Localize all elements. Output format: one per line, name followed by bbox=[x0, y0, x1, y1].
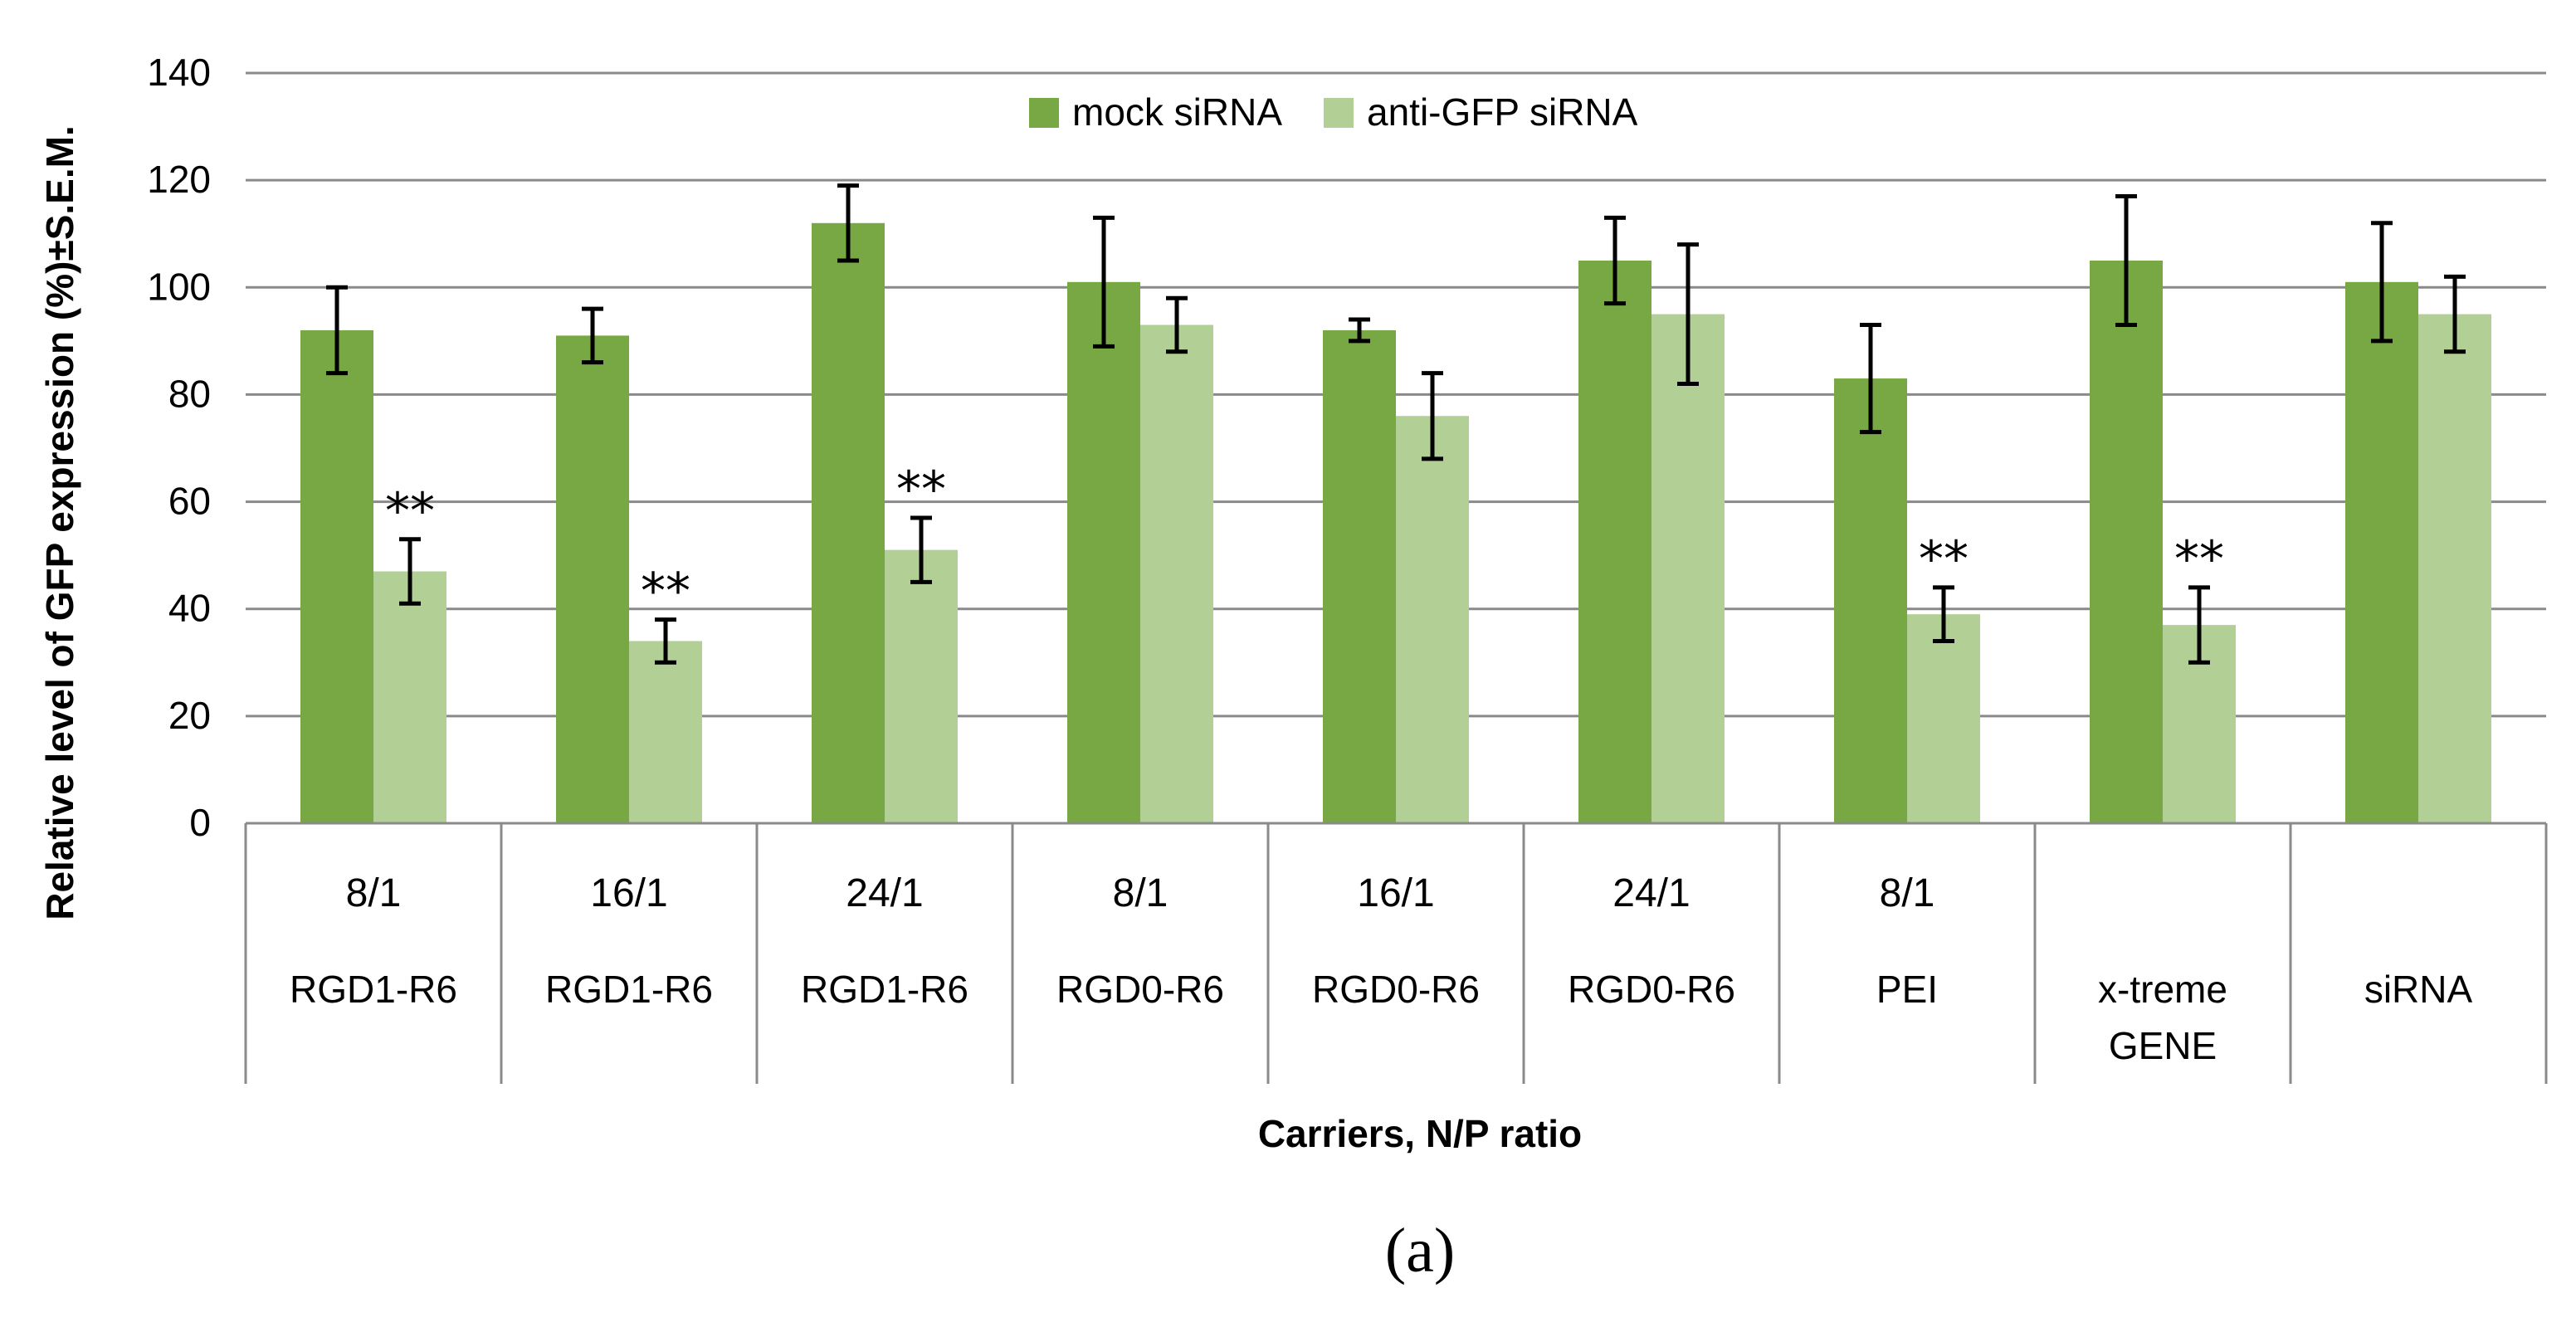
y-axis-ticks: 0 20 40 60 80 100 120 140 bbox=[147, 51, 211, 844]
error-bar bbox=[1166, 295, 1188, 354]
legend-swatch bbox=[1324, 98, 1354, 128]
legend-label: anti-GFP siRNA bbox=[1367, 90, 1638, 134]
x-tick-label-carrier: PEI bbox=[1876, 968, 1938, 1011]
x-tick-label-carrier: RGD0-R6 bbox=[1312, 968, 1480, 1011]
bar-mock-sirna bbox=[1067, 281, 1140, 823]
x-tick-label-ratio: 16/1 bbox=[1357, 871, 1434, 915]
x-tick-label-ratio: 8/1 bbox=[1113, 871, 1168, 915]
bar-anti-gfp-sirna bbox=[2418, 314, 2491, 824]
error-bar bbox=[2188, 585, 2210, 665]
y-tick-label: 0 bbox=[189, 801, 211, 844]
x-tick-label-ratio: 8/1 bbox=[1880, 871, 1935, 915]
legend-swatch bbox=[1029, 98, 1059, 128]
error-bar bbox=[326, 285, 348, 376]
panel-label: (a) bbox=[1385, 1216, 1455, 1285]
y-tick-label: 100 bbox=[147, 265, 211, 308]
bars: ** ** ** ** ** bbox=[300, 183, 2491, 824]
error-bar bbox=[837, 183, 859, 263]
error-bar bbox=[910, 515, 932, 584]
x-axis-category-table: 8/1 RGD1-R6 16/1 RGD1-R6 24/1 RGD1-R6 8/1 RGD0-… bbox=[244, 822, 2548, 1084]
y-axis-label: Relative level of GFP expression (%)±S.E… bbox=[38, 125, 81, 920]
bar-mock-sirna bbox=[1834, 378, 1907, 823]
y-tick-label: 40 bbox=[168, 587, 211, 630]
error-bar bbox=[399, 537, 421, 606]
bar-mock-sirna bbox=[300, 329, 373, 823]
x-tick-label-carrier: RGD0-R6 bbox=[1568, 968, 1735, 1011]
y-tick-label: 20 bbox=[168, 694, 211, 737]
error-bar bbox=[1677, 242, 1699, 387]
error-bar bbox=[655, 617, 676, 665]
bar-anti-gfp-sirna bbox=[1140, 324, 1213, 823]
x-tick-label-carrier: RGD1-R6 bbox=[290, 968, 457, 1011]
x-tick-label-carrier: GENE bbox=[2109, 1024, 2217, 1067]
error-bar bbox=[1860, 322, 1881, 435]
x-tick-label-ratio: 24/1 bbox=[1612, 871, 1690, 915]
error-bar bbox=[1093, 215, 1115, 349]
legend: mock siRNA anti-GFP siRNA bbox=[1029, 90, 1638, 134]
y-tick-label: 120 bbox=[147, 158, 211, 201]
x-tick-label-carrier: x-treme bbox=[2098, 968, 2227, 1011]
significance-marker: ** bbox=[896, 461, 946, 519]
significance-marker: ** bbox=[2174, 530, 2224, 588]
y-tick-label: 80 bbox=[168, 372, 211, 415]
bar-anti-gfp-sirna bbox=[1651, 314, 1725, 824]
error-bar bbox=[1604, 215, 1626, 306]
error-bar bbox=[582, 306, 603, 365]
x-tick-label-ratio: 24/1 bbox=[846, 871, 923, 915]
bar-mock-sirna bbox=[1578, 261, 1651, 823]
y-tick-label: 60 bbox=[168, 480, 211, 523]
error-bar bbox=[2115, 194, 2137, 327]
bar-anti-gfp-sirna bbox=[373, 571, 446, 823]
legend-label: mock siRNA bbox=[1072, 90, 1282, 134]
bar-anti-gfp-sirna bbox=[885, 549, 958, 823]
x-tick-label-ratio: 16/1 bbox=[590, 871, 667, 915]
bar-mock-sirna bbox=[2345, 281, 2418, 823]
x-axis-label: Carriers, N/P ratio bbox=[1258, 1112, 1582, 1155]
bar-mock-sirna bbox=[556, 335, 629, 823]
bar-mock-sirna bbox=[1323, 329, 1396, 823]
significance-marker: ** bbox=[1919, 530, 1969, 588]
bar-mock-sirna bbox=[812, 222, 885, 823]
x-tick-label-carrier: siRNA bbox=[2364, 968, 2473, 1011]
error-bar bbox=[2444, 274, 2466, 354]
bar-anti-gfp-sirna bbox=[629, 641, 702, 823]
bar-anti-gfp-sirna bbox=[1396, 416, 1469, 823]
significance-marker: ** bbox=[385, 482, 435, 540]
x-tick-label-carrier: RGD1-R6 bbox=[545, 968, 713, 1011]
x-tick-label-ratio: 8/1 bbox=[346, 871, 402, 915]
y-tick-label: 140 bbox=[147, 51, 211, 94]
bar-mock-sirna bbox=[2090, 261, 2163, 823]
error-bar bbox=[1422, 371, 1443, 461]
error-bar bbox=[2371, 221, 2393, 344]
x-tick-label-carrier: RGD1-R6 bbox=[801, 968, 968, 1011]
bar-anti-gfp-sirna bbox=[1907, 614, 1980, 823]
error-bar bbox=[1349, 317, 1370, 344]
x-tick-label-carrier: RGD0-R6 bbox=[1056, 968, 1224, 1011]
significance-marker: ** bbox=[641, 563, 690, 621]
error-bar bbox=[1933, 585, 1954, 643]
